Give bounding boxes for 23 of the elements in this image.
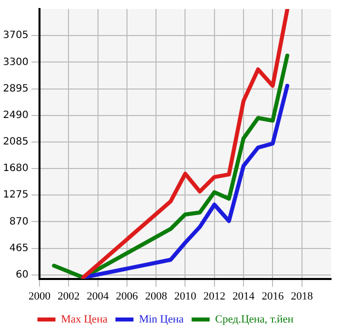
x-tick-label: 2016 xyxy=(262,290,284,302)
y-tick-label: 2085 xyxy=(2,136,28,148)
y-tick-label: 1680 xyxy=(2,163,28,174)
y-tick-label: 2895 xyxy=(2,83,28,94)
x-tick-label: 2002 xyxy=(58,290,80,302)
x-tick-label: 2000 xyxy=(28,290,51,302)
x-tick-label: 2018 xyxy=(290,290,314,302)
legend-label: Min Цена xyxy=(138,313,184,326)
x-tick-label: 2010 xyxy=(174,290,197,302)
y-tick-label: 60 xyxy=(16,269,28,280)
y-tick-label: 1275 xyxy=(2,190,28,201)
legend-label: Max Цена xyxy=(60,313,108,326)
x-tick-label: 2008 xyxy=(145,290,168,302)
x-tick-label: 2006 xyxy=(116,290,138,302)
x-tick-label: 2004 xyxy=(86,290,110,302)
y-tick-label: 465 xyxy=(9,242,28,254)
x-tick-label: 2012 xyxy=(203,290,226,302)
legend-label: Сред.Цена, т.йен xyxy=(215,313,294,326)
y-tick-label: 3705 xyxy=(2,30,28,42)
y-tick-label: 3300 xyxy=(2,56,28,68)
y-tick-label: 870 xyxy=(9,216,28,228)
y-tick-label: 2490 xyxy=(2,110,28,121)
x-tick-label: 2014 xyxy=(232,290,256,302)
